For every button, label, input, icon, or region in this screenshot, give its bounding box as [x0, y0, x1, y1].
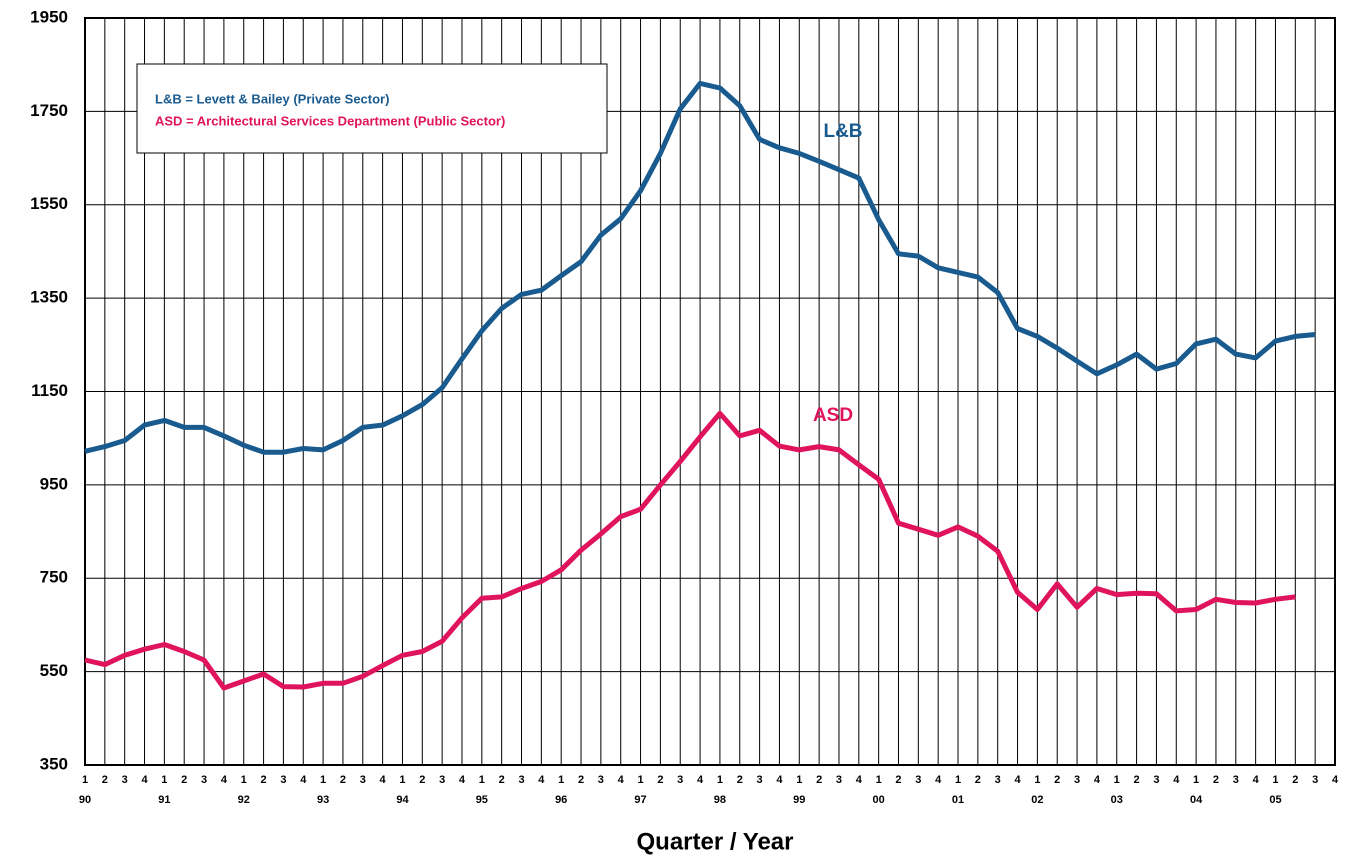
- x-tick-label: 4: [221, 774, 228, 786]
- x-tick-label: 4: [697, 774, 704, 786]
- x-tick-label: 4: [1253, 774, 1260, 786]
- y-tick-label: 350: [40, 754, 68, 773]
- year-label: 95: [476, 794, 488, 806]
- x-tick-label: 4: [618, 774, 625, 786]
- x-tick-label: 4: [300, 774, 307, 786]
- year-label: 00: [873, 794, 885, 806]
- x-tick-label: 3: [360, 774, 366, 786]
- x-tick-label: 1: [1114, 774, 1120, 786]
- x-tick-label: 2: [1292, 774, 1298, 786]
- x-tick-label: 1: [1193, 774, 1199, 786]
- x-tick-label: 4: [538, 774, 545, 786]
- series-line: [84, 80, 1316, 455]
- x-tick-label: 4: [935, 774, 942, 786]
- year-label: 93: [317, 794, 329, 806]
- year-label: 01: [952, 794, 964, 806]
- x-tick-label: 1: [637, 774, 643, 786]
- x-tick-label: 2: [578, 774, 584, 786]
- x-tick-label: 3: [677, 774, 683, 786]
- year-label: 05: [1269, 794, 1281, 806]
- x-tick-label: 4: [1014, 774, 1021, 786]
- y-tick-label: 1150: [31, 381, 68, 400]
- x-tick-label: 1: [241, 774, 247, 786]
- x-tick-label: 4: [1173, 774, 1180, 786]
- year-label: 96: [555, 794, 567, 806]
- y-tick-label: 1550: [30, 194, 68, 213]
- y-tick-label: 1950: [30, 7, 68, 26]
- y-tick-label: 1750: [30, 101, 68, 120]
- x-tick-label: 2: [181, 774, 187, 786]
- x-axis-title: Quarter / Year: [637, 828, 794, 855]
- x-tick-label: 4: [776, 774, 783, 786]
- x-tick-label: 1: [82, 774, 88, 786]
- series-label: L&B: [823, 121, 862, 142]
- x-tick-label: 1: [796, 774, 802, 786]
- x-tick-label: 3: [122, 774, 128, 786]
- x-tick-label: 3: [836, 774, 842, 786]
- x-tick-label: 3: [280, 774, 286, 786]
- x-tick-label: 3: [757, 774, 763, 786]
- year-label: 98: [714, 794, 726, 806]
- x-tick-label: 2: [1134, 774, 1140, 786]
- y-tick-label: 1350: [30, 288, 68, 307]
- x-tick-label: 2: [737, 774, 743, 786]
- x-tick-label: 4: [1332, 774, 1339, 786]
- x-tick-label: 1: [955, 774, 961, 786]
- legend-entry: ASD = Architectural Services Department …: [155, 113, 505, 128]
- x-tick-label: 2: [1054, 774, 1060, 786]
- x-tick-label: 1: [161, 774, 167, 786]
- legend-box: [136, 63, 608, 154]
- x-tick-label: 3: [995, 774, 1001, 786]
- x-tick-label: 1: [558, 774, 564, 786]
- x-tick-label: 1: [717, 774, 723, 786]
- year-label: 90: [79, 794, 91, 806]
- y-tick-label: 550: [40, 661, 68, 680]
- x-tick-label: 2: [657, 774, 663, 786]
- series-line: [84, 410, 1296, 691]
- y-tick-label: 750: [40, 568, 68, 587]
- legend-entry: L&B = Levett & Bailey (Private Sector): [155, 91, 389, 106]
- year-label: 04: [1190, 794, 1203, 806]
- x-tick-label: 3: [201, 774, 207, 786]
- x-tick-label: 2: [816, 774, 822, 786]
- x-tick-label: 3: [598, 774, 604, 786]
- x-tick-label: 3: [1074, 774, 1080, 786]
- x-tick-label: 1: [876, 774, 882, 786]
- x-tick-label: 3: [1153, 774, 1159, 786]
- x-tick-label: 1: [1034, 774, 1040, 786]
- x-tick-label: 2: [1213, 774, 1219, 786]
- x-tick-label: 3: [1312, 774, 1318, 786]
- x-tick-label: 4: [459, 774, 466, 786]
- year-label: 02: [1031, 794, 1043, 806]
- plot-border: [84, 17, 1336, 766]
- x-tick-label: 2: [499, 774, 505, 786]
- year-label: 03: [1111, 794, 1123, 806]
- x-tick-label: 1: [479, 774, 485, 786]
- x-tick-label: 1: [1272, 774, 1278, 786]
- x-tick-label: 4: [141, 774, 148, 786]
- year-label: 99: [793, 794, 805, 806]
- y-tick-label: 950: [40, 474, 68, 493]
- x-tick-label: 4: [1094, 774, 1101, 786]
- series-label: ASD: [813, 405, 853, 426]
- x-tick-label: 4: [380, 774, 387, 786]
- year-label: 91: [158, 794, 170, 806]
- x-tick-label: 3: [439, 774, 445, 786]
- x-tick-label: 2: [261, 774, 267, 786]
- x-tick-label: 3: [1233, 774, 1239, 786]
- year-label: 97: [634, 794, 646, 806]
- x-tick-label: 1: [399, 774, 405, 786]
- x-tick-label: 1: [320, 774, 326, 786]
- x-tick-label: 2: [102, 774, 108, 786]
- x-tick-label: 3: [915, 774, 921, 786]
- x-tick-label: 2: [975, 774, 981, 786]
- x-tick-label: 4: [856, 774, 863, 786]
- year-label: 94: [396, 794, 409, 806]
- year-label: 92: [238, 794, 250, 806]
- x-tick-label: 2: [419, 774, 425, 786]
- x-tick-label: 2: [340, 774, 346, 786]
- x-tick-label: 3: [518, 774, 524, 786]
- x-tick-label: 2: [895, 774, 901, 786]
